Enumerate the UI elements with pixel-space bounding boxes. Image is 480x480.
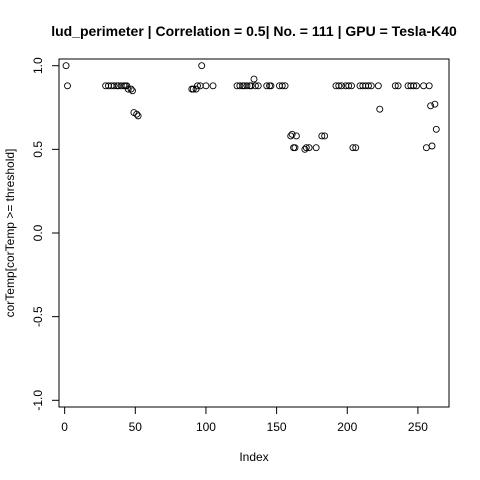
data-point — [194, 82, 201, 90]
data-point — [292, 132, 300, 140]
data-point — [374, 82, 382, 90]
data-point — [254, 82, 262, 90]
data-point — [64, 82, 71, 90]
data-point — [349, 144, 357, 152]
data-point — [123, 82, 131, 90]
data-point — [127, 85, 135, 93]
x-axis: 0 50 100 150 200 250 — [61, 406, 428, 434]
y-tick-label: 1.0 — [31, 57, 45, 74]
data-point — [251, 82, 259, 90]
data-point — [202, 82, 210, 90]
data-point — [367, 82, 375, 90]
data-point — [189, 85, 197, 93]
x-tick-label: 250 — [408, 420, 428, 434]
data-point — [338, 82, 346, 90]
data-point — [263, 82, 271, 90]
data-point — [302, 144, 310, 152]
data-point — [243, 82, 251, 90]
data-point — [278, 82, 286, 90]
data-point — [134, 112, 142, 120]
data-point — [281, 82, 289, 90]
data-point — [431, 100, 439, 108]
x-tick-label: 0 — [61, 420, 68, 434]
data-point — [267, 82, 275, 90]
data-point — [335, 82, 343, 90]
data-point — [318, 132, 326, 140]
data-point — [345, 82, 353, 90]
data-point — [250, 75, 258, 83]
data-point — [129, 87, 136, 95]
data-point — [352, 144, 360, 152]
data-point — [410, 82, 418, 90]
data-point — [291, 144, 299, 152]
x-tick-label: 200 — [337, 420, 357, 434]
x-tick-label: 100 — [196, 420, 216, 434]
data-point — [312, 144, 320, 152]
data-point — [425, 82, 433, 90]
data-point — [413, 82, 420, 90]
data-point — [427, 102, 435, 110]
x-tick-label: 50 — [129, 420, 143, 434]
y-tick-label: -0.5 — [31, 306, 45, 327]
data-point — [192, 85, 200, 93]
data-point — [394, 82, 402, 90]
x-axis-label: Index — [239, 450, 268, 464]
data-point — [288, 130, 296, 138]
data-points — [62, 62, 440, 153]
y-tick-label: 0.0 — [31, 224, 45, 241]
data-point — [133, 110, 141, 118]
data-point — [391, 82, 399, 90]
y-axis: -1.0 -0.5 0.0 0.5 1.0 — [31, 57, 60, 411]
data-point — [301, 145, 309, 153]
data-point — [428, 142, 436, 150]
data-point — [209, 82, 217, 90]
chart-title: lud_perimeter | Correlation = 0.5| No. =… — [51, 23, 457, 39]
data-point — [321, 132, 329, 140]
data-point — [348, 82, 355, 90]
y-axis-label: corTemp[corTemp >= threshold] — [3, 149, 17, 318]
data-point — [110, 82, 118, 90]
data-point — [62, 62, 70, 70]
data-point — [376, 105, 384, 113]
data-point — [124, 85, 132, 93]
data-point — [198, 62, 206, 70]
data-point — [365, 82, 372, 90]
data-point — [236, 82, 244, 90]
x-tick-label: 150 — [267, 420, 287, 434]
data-point — [247, 82, 255, 90]
data-point — [432, 125, 440, 133]
y-tick-label: 0.5 — [31, 141, 45, 158]
y-tick-label: -1.0 — [31, 390, 45, 411]
data-point — [305, 144, 313, 152]
